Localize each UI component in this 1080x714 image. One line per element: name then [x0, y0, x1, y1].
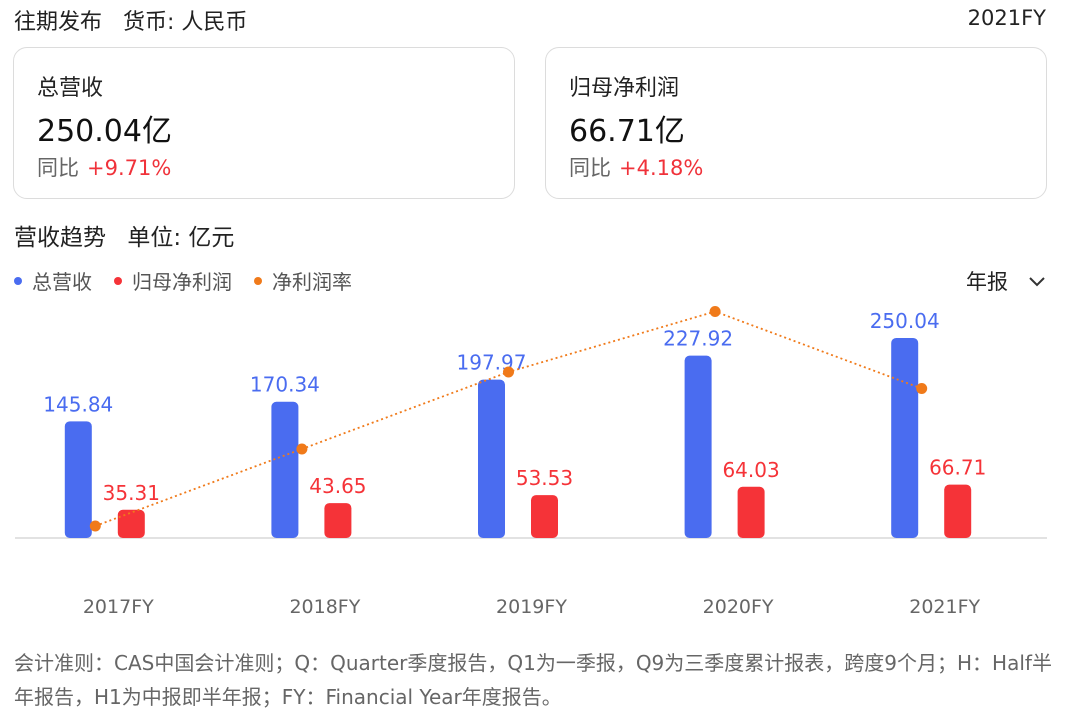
page-title: 往期发布	[14, 10, 103, 35]
footnote: 会计准则：CAS中国会计准则；Q：Quarter季度报告，Q1为一季报，Q9为三…	[14, 651, 1052, 709]
net-margin-point	[916, 383, 928, 394]
chevron-down-icon	[1028, 269, 1046, 293]
revenue-trend-chart: 145.84 35.31 2017FY 170.34 43.65 2018FY 197.97…	[15, 306, 1047, 618]
yoy-row: 同比 +4.18%	[569, 152, 703, 182]
x-tick-label: 2021FY	[909, 596, 980, 618]
card-value: 250.04亿	[37, 114, 172, 149]
net-profit-data-label: 43.65	[309, 474, 366, 498]
net-profit-bar	[737, 486, 765, 538]
revenue-data-label: 170.34	[250, 373, 320, 397]
revenue-data-label: 250.04	[870, 309, 940, 333]
net-margin-point	[503, 366, 514, 378]
legend-label: 总营收	[32, 270, 92, 294]
card-value: 66.71亿	[569, 114, 685, 149]
legend-label: 归母净利润	[132, 270, 232, 294]
unit-label: 单位: 亿元	[127, 225, 235, 251]
x-tick-label: 2018FY	[289, 596, 360, 618]
section-title: 营收趋势	[14, 225, 106, 251]
card-label: 归母净利润	[569, 76, 680, 101]
revenue-bar	[271, 401, 299, 538]
period-label: 2021FY	[967, 6, 1046, 30]
net-margin-point	[89, 520, 101, 532]
revenue-bar	[684, 355, 712, 538]
card-label: 总营收	[37, 76, 104, 101]
net-profit-bar	[944, 484, 972, 538]
yoy-row: 同比 +9.71%	[37, 152, 171, 182]
x-tick-label: 2019FY	[496, 596, 567, 618]
legend-item-margin[interactable]: 净利润率	[254, 266, 352, 295]
currency-label: 货币: 人民币	[123, 10, 248, 35]
x-tick-label: 2017FY	[83, 596, 154, 618]
revenue-bar	[891, 337, 919, 538]
legend-label: 净利润率	[272, 270, 352, 294]
yoy-value: +4.18%	[619, 156, 704, 180]
legend-item-revenue[interactable]: 总营收	[14, 266, 92, 295]
revenue-data-label: 227.92	[663, 327, 733, 351]
net-profit-bar	[531, 495, 558, 538]
revenue-bar	[64, 421, 92, 538]
legend-dot-icon	[254, 276, 262, 285]
net-margin-line	[94, 310, 923, 527]
section-title-group: 营收趋势 单位: 亿元	[14, 218, 234, 252]
net-profit-data-label: 53.53	[516, 466, 573, 490]
period-selector[interactable]: 年报	[966, 266, 1046, 296]
revenue-data-label: 197.97	[457, 351, 527, 375]
net-margin-point	[296, 443, 308, 455]
yoy-label: 同比	[569, 156, 611, 180]
yoy-value: +9.71%	[87, 156, 172, 180]
net-profit-card: 归母净利润 66.71亿 同比 +4.18%	[545, 47, 1047, 199]
x-tick-label: 2020FY	[703, 596, 774, 618]
revenue-data-label: 145.84	[43, 392, 113, 416]
legend-item-net-profit[interactable]: 归母净利润	[114, 266, 232, 295]
legend-dot-icon	[14, 276, 22, 285]
net-margin-point	[709, 306, 721, 317]
yoy-label: 同比	[37, 156, 79, 180]
chart-legend: 总营收 归母净利润 净利润率	[14, 266, 374, 295]
legend-dot-icon	[114, 276, 122, 285]
revenue-card: 总营收 250.04亿 同比 +9.71%	[13, 47, 515, 199]
period-selector-label: 年报	[966, 270, 1008, 294]
net-profit-data-label: 35.31	[103, 481, 160, 505]
net-profit-bar	[324, 503, 352, 538]
net-profit-bar	[117, 509, 145, 538]
header-title-group: 往期发布 货币: 人民币	[14, 4, 247, 36]
net-profit-data-label: 64.03	[722, 458, 779, 482]
net-profit-data-label: 66.71	[929, 456, 986, 480]
revenue-bar	[478, 379, 505, 538]
